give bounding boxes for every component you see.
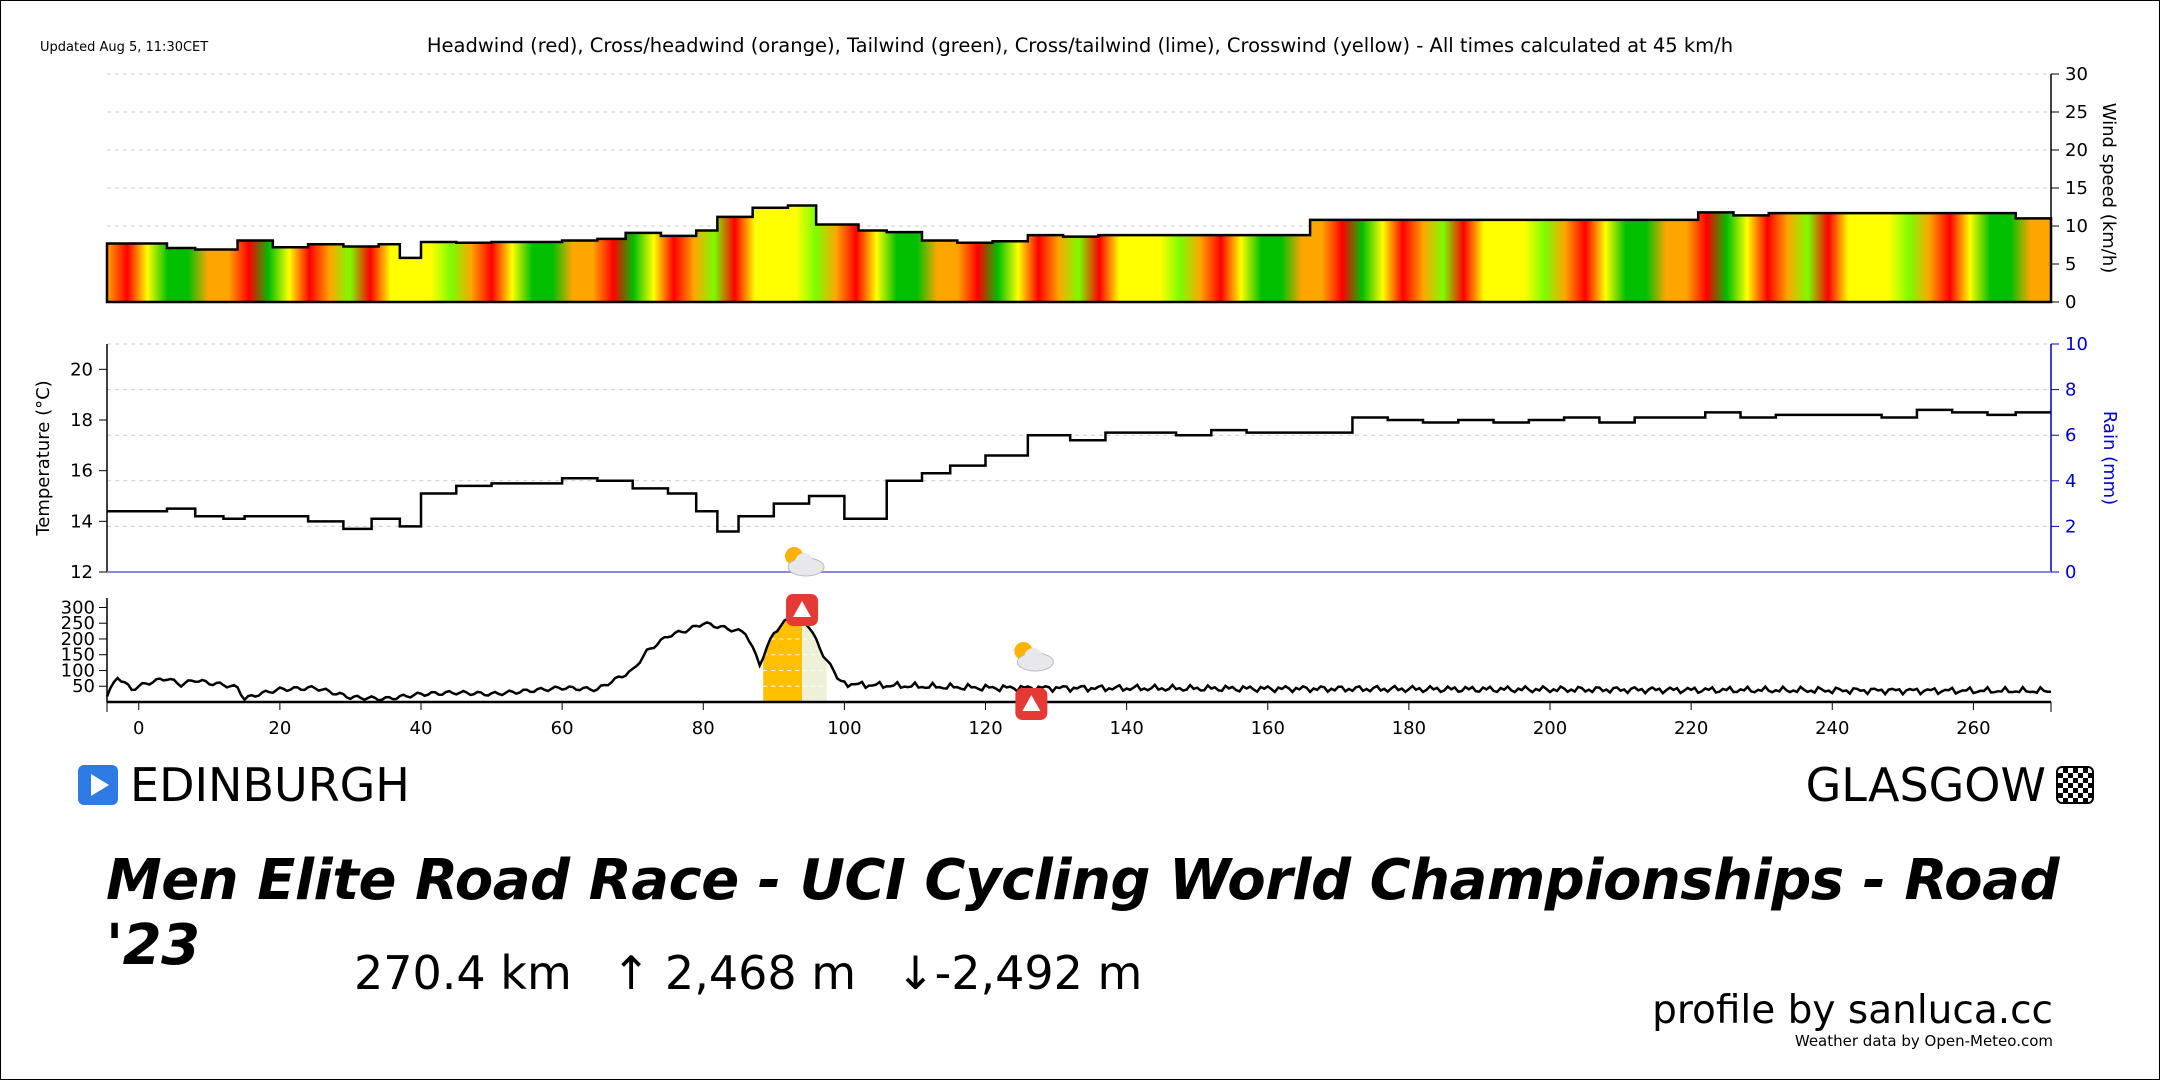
- elev-tick-label: 300: [61, 597, 95, 618]
- rain-tick-label: 6: [2065, 425, 2076, 446]
- elev-tick-label: 250: [61, 613, 95, 634]
- profile-credit: profile by sanluca.cc: [1652, 988, 2053, 1033]
- x-tick-label: 240: [1815, 718, 1849, 739]
- temp-tick-label: 16: [70, 461, 93, 482]
- rain-tick-label: 8: [2065, 380, 2076, 401]
- temp-tick-label: 18: [70, 410, 93, 431]
- rain-tick-label: 10: [2065, 334, 2088, 355]
- wind-tick-label: 10: [2065, 216, 2088, 237]
- x-tick-label: 260: [1956, 718, 1990, 739]
- wind-tick-label: 30: [2065, 64, 2088, 85]
- wind-tick-label: 0: [2065, 292, 2076, 313]
- descent-shading: [802, 619, 827, 702]
- temp-tick-label: 12: [70, 562, 93, 583]
- wind-tick-label: 5: [2065, 254, 2076, 275]
- x-tick-label: 40: [410, 718, 433, 739]
- temp-axis-label: Temperature (°C): [33, 380, 54, 536]
- x-tick-label: 20: [268, 718, 291, 739]
- wind-tick-label: 25: [2065, 102, 2088, 123]
- elev-tick-label: 50: [72, 676, 95, 697]
- x-tick-label: 220: [1674, 718, 1708, 739]
- race-stats: 270.4 km ↑ 2,468 m ↓-2,492 m: [354, 946, 1142, 1000]
- finish-label: GLASGOW: [1806, 758, 2094, 812]
- rain-tick-label: 4: [2065, 471, 2076, 492]
- rain-tick-label: 2: [2065, 516, 2076, 537]
- rain-axis-label: Rain (mm): [2099, 411, 2120, 505]
- weather-marker: [785, 547, 825, 577]
- mountain-icon: [1022, 695, 1041, 711]
- ascent: ↑ 2,468 m: [611, 946, 857, 1000]
- descent: ↓-2,492 m: [896, 946, 1143, 1000]
- cloud-puff: [795, 553, 814, 571]
- temperature-line: [107, 408, 2051, 533]
- elevation-line: [105, 611, 2052, 702]
- wind-legend: Headwind (red), Cross/headwind (orange),…: [426, 34, 1734, 57]
- rain-tick-label: 0: [2065, 562, 2076, 583]
- wind-tick-label: 20: [2065, 140, 2088, 161]
- checkered-flag-icon: [2056, 766, 2094, 804]
- finish-city: GLASGOW: [1805, 758, 2046, 812]
- updated-timestamp: Updated Aug 5, 11:30CET: [40, 40, 209, 55]
- mountain-icon: [793, 601, 812, 617]
- weather-credit: Weather data by Open-Meteo.com: [1794, 1032, 2053, 1050]
- x-tick-label: 140: [1109, 718, 1143, 739]
- kom-marker: [1015, 688, 1048, 720]
- x-tick-label: 0: [133, 718, 144, 739]
- x-tick-label: 80: [692, 718, 715, 739]
- weather-marker: [1014, 642, 1054, 672]
- x-tick-label: 120: [968, 718, 1002, 739]
- cloud-puff: [1024, 648, 1043, 666]
- wind-area: [105, 204, 2053, 304]
- x-tick-label: 60: [551, 718, 574, 739]
- start-label: EDINBURGH: [78, 758, 410, 812]
- kom-marker: [786, 594, 819, 626]
- start-city: EDINBURGH: [130, 758, 410, 812]
- elev-tick-label: 150: [61, 645, 95, 666]
- play-icon: [78, 765, 118, 805]
- x-tick-label: 100: [827, 718, 861, 739]
- x-tick-label: 180: [1392, 718, 1426, 739]
- wind-tick-label: 15: [2065, 178, 2088, 199]
- x-tick-label: 160: [1251, 718, 1285, 739]
- distance: 270.4 km: [354, 946, 572, 1000]
- elev-tick-label: 100: [61, 660, 95, 681]
- race-title: Men Elite Road Race - UCI Cycling World …: [106, 848, 2060, 978]
- x-tick-label: 200: [1533, 718, 1567, 739]
- temp-tick-label: 20: [70, 359, 93, 380]
- temp-tick-label: 14: [70, 511, 93, 532]
- elev-tick-label: 200: [61, 629, 95, 650]
- wind-axis-label: Wind speed (km/h): [2098, 103, 2119, 274]
